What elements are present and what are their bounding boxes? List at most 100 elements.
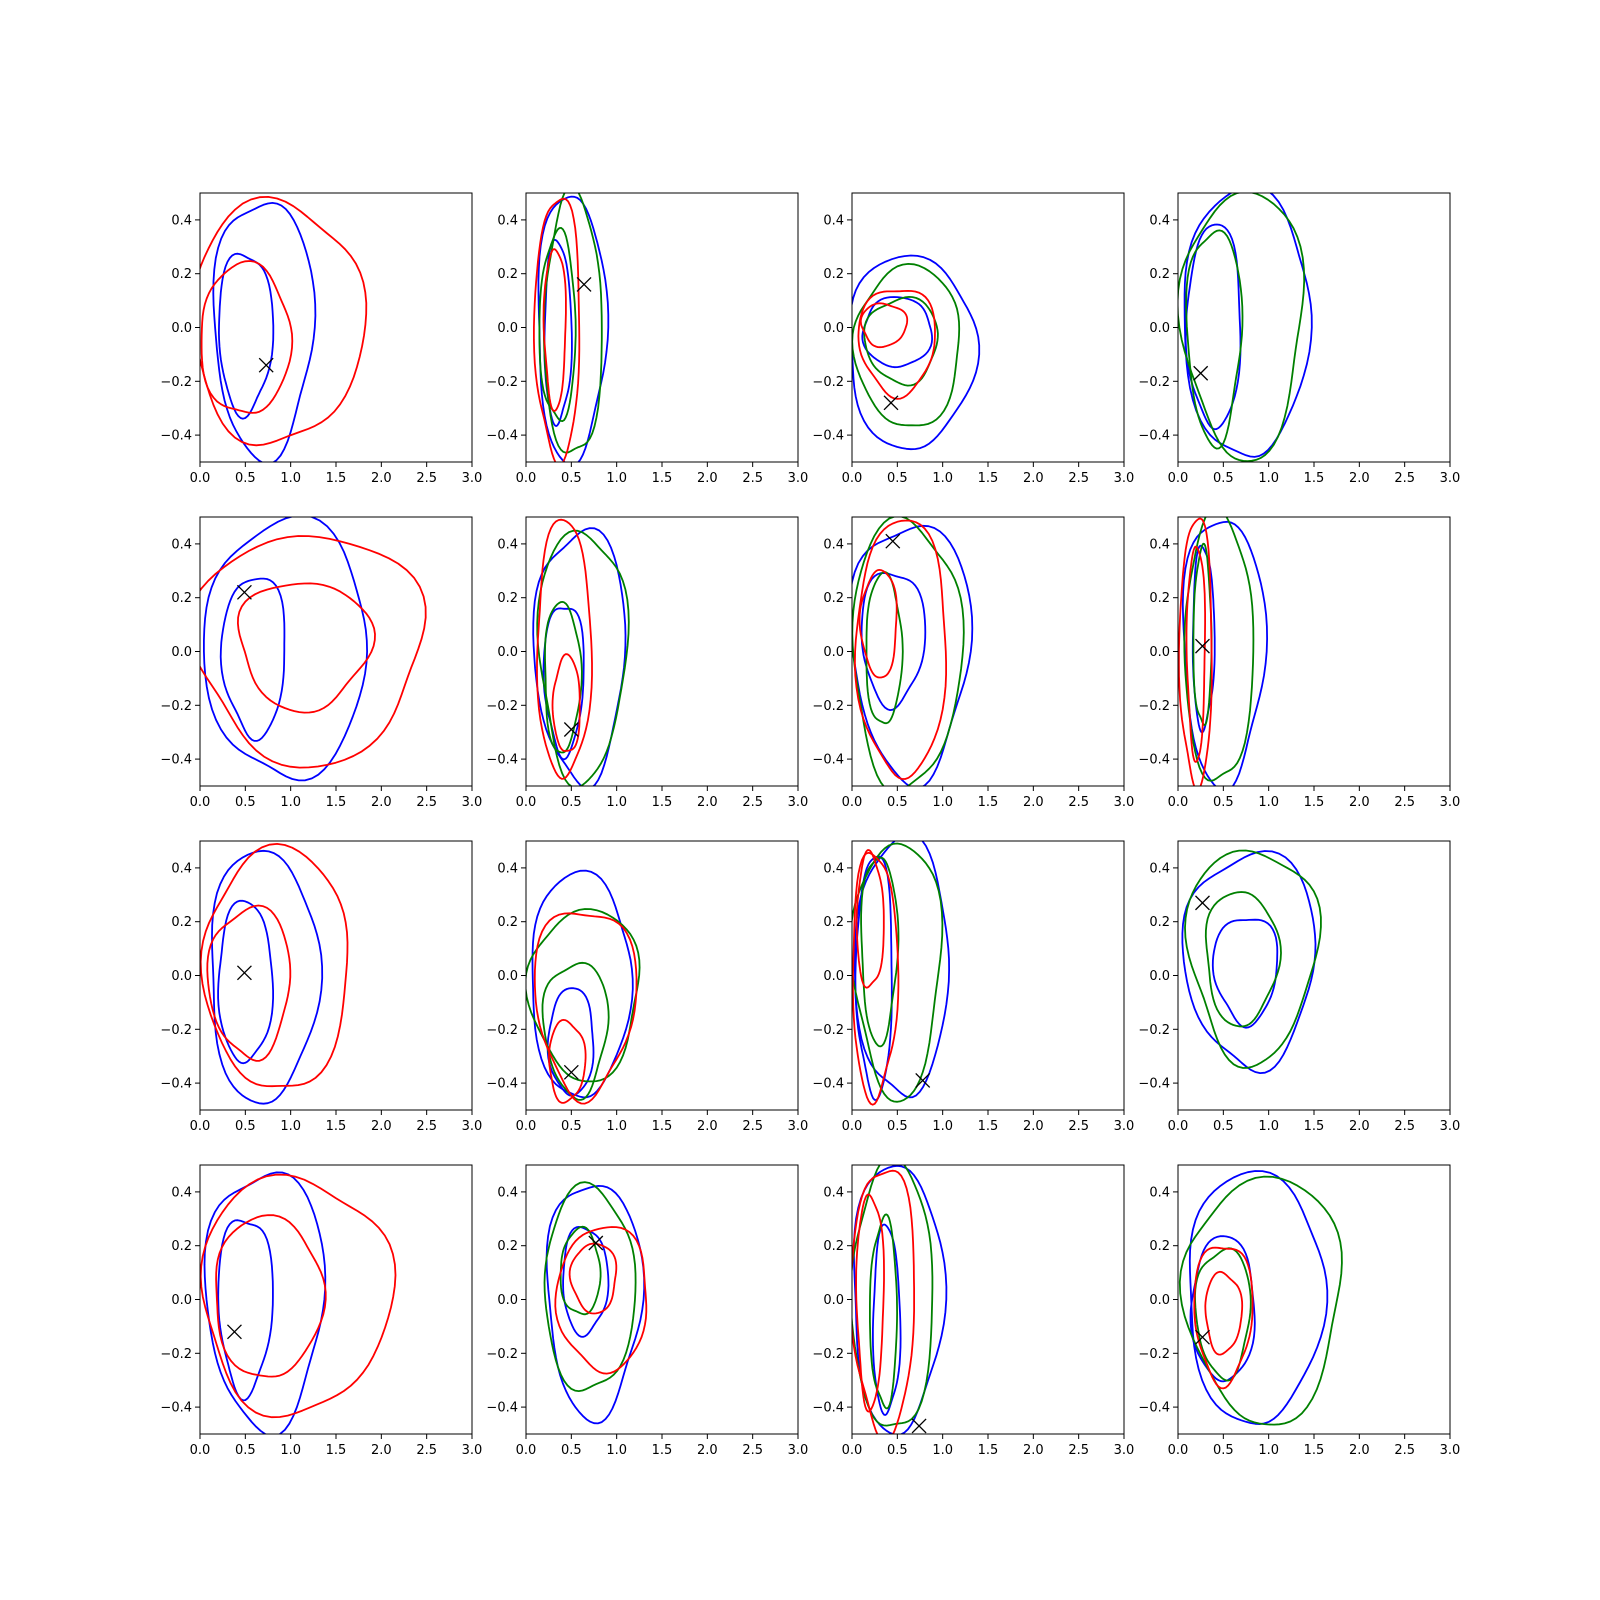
x-tick-label: 0.0 bbox=[1168, 1443, 1189, 1458]
x-tick-label: 2.0 bbox=[371, 1119, 392, 1134]
x-tick-label: 1.5 bbox=[1304, 795, 1325, 810]
y-tick-label: 0.4 bbox=[823, 213, 844, 228]
contour-green bbox=[1183, 517, 1255, 782]
x-tick-label: 1.5 bbox=[978, 471, 999, 486]
x-tick-label: 1.0 bbox=[280, 1443, 301, 1458]
x-tick-label: 2.0 bbox=[371, 471, 392, 486]
x-marker bbox=[1195, 895, 1210, 911]
x-tick-label: 2.0 bbox=[1349, 1119, 1370, 1134]
x-tick-label: 3.0 bbox=[462, 1119, 483, 1134]
x-tick-label: 3.0 bbox=[462, 471, 483, 486]
contour-red bbox=[852, 851, 900, 1106]
x-tick-label: 0.5 bbox=[1213, 1443, 1234, 1458]
y-tick-label: −0.4 bbox=[160, 429, 192, 444]
y-tick-label: 0.4 bbox=[171, 861, 192, 876]
contour-blue bbox=[1181, 850, 1317, 1074]
y-tick-label: −0.4 bbox=[812, 429, 844, 444]
contour-green bbox=[860, 856, 900, 1048]
contour-red bbox=[858, 569, 898, 679]
panel-1-2: 0.0 0.5 1.0 1.5 2.0 2.5 3.0 −0.4 −0.2 0.0 0.2 0.4 bbox=[486, 192, 808, 486]
y-tick-label: −0.4 bbox=[486, 1077, 518, 1092]
x-tick-label: 1.0 bbox=[606, 1443, 627, 1458]
x-tick-label: 0.5 bbox=[887, 471, 908, 486]
x-tick-label: 2.0 bbox=[697, 471, 718, 486]
contour-blue bbox=[217, 899, 274, 1065]
x-tick-label: 3.0 bbox=[1440, 1443, 1461, 1458]
x-marker bbox=[885, 533, 901, 549]
x-tick-label: 3.0 bbox=[1114, 1119, 1135, 1134]
x-tick-label: 2.5 bbox=[1068, 471, 1089, 486]
y-tick-label: −0.2 bbox=[1138, 1347, 1170, 1362]
x-tick-label: 1.0 bbox=[1258, 1119, 1279, 1134]
contour-red bbox=[855, 849, 885, 989]
y-tick-label: 0.0 bbox=[171, 1293, 192, 1308]
contour-green bbox=[1178, 1175, 1343, 1426]
y-tick-label: 0.2 bbox=[171, 267, 192, 282]
contour-group bbox=[852, 254, 981, 451]
contour-group bbox=[852, 841, 950, 1106]
axes-frame bbox=[1177, 516, 1451, 787]
x-tick-label: 1.0 bbox=[606, 795, 627, 810]
y-tick-label: 0.2 bbox=[1149, 267, 1170, 282]
x-tick-label: 3.0 bbox=[1440, 471, 1461, 486]
y-tick-label: 0.4 bbox=[171, 537, 192, 552]
x-marker bbox=[1195, 1329, 1210, 1345]
x-tick-label: 1.5 bbox=[978, 795, 999, 810]
x-tick-label: 0.0 bbox=[516, 1443, 537, 1458]
x-tick-label: 2.0 bbox=[1349, 795, 1370, 810]
axes-frame bbox=[199, 840, 473, 1111]
contour-green bbox=[526, 908, 641, 1083]
contour-red bbox=[1193, 1246, 1254, 1390]
contour-blue bbox=[532, 527, 627, 786]
y-tick-label: 0.2 bbox=[171, 1239, 192, 1254]
contour-group bbox=[1181, 849, 1322, 1074]
x-tick-label: 1.5 bbox=[326, 795, 347, 810]
x-tick-label: 3.0 bbox=[1440, 1119, 1461, 1134]
y-tick-label: 0.2 bbox=[1149, 1239, 1170, 1254]
panel-1-1: 0.0 0.5 1.0 1.5 2.0 2.5 3.0 −0.4 −0.2 0.0 0.2 0.4 bbox=[160, 192, 483, 486]
y-tick-label: 0.4 bbox=[1149, 1185, 1170, 1200]
contour-red bbox=[857, 290, 936, 400]
y-tick-label: 0.4 bbox=[823, 861, 844, 876]
y-tick-label: 0.2 bbox=[497, 915, 518, 930]
x-tick-label: 1.5 bbox=[652, 1119, 673, 1134]
x-tick-label: 3.0 bbox=[788, 795, 809, 810]
panel-2-2: 0.0 0.5 1.0 1.5 2.0 2.5 3.0 −0.4 −0.2 0.0 0.2 0.4 bbox=[486, 516, 809, 810]
y-tick-label: −0.2 bbox=[160, 375, 192, 390]
contour-blue bbox=[218, 252, 275, 420]
contour-group bbox=[533, 193, 610, 462]
contour-green bbox=[852, 1165, 934, 1427]
x-tick-label: 0.0 bbox=[516, 795, 537, 810]
x-tick-label: 2.0 bbox=[1023, 471, 1044, 486]
y-tick-label: 0.2 bbox=[1149, 915, 1170, 930]
axes-frame bbox=[525, 840, 799, 1111]
y-tick-label: −0.2 bbox=[1138, 699, 1170, 714]
contour-red bbox=[536, 518, 593, 780]
y-tick-label: −0.4 bbox=[1138, 1077, 1170, 1092]
y-tick-label: −0.2 bbox=[812, 1347, 844, 1362]
contour-red bbox=[548, 1019, 587, 1104]
contour-blue bbox=[562, 1226, 610, 1338]
y-tick-label: 0.0 bbox=[823, 321, 844, 336]
x-tick-label: 0.5 bbox=[235, 1119, 256, 1134]
y-tick-label: −0.2 bbox=[160, 1023, 192, 1038]
x-tick-label: 0.0 bbox=[842, 795, 863, 810]
x-tick-label: 2.5 bbox=[742, 471, 763, 486]
y-tick-label: 0.0 bbox=[497, 645, 518, 660]
contour-red bbox=[200, 196, 368, 447]
y-tick-label: 0.4 bbox=[497, 861, 518, 876]
contour-green bbox=[559, 1225, 602, 1316]
x-tick-label: 3.0 bbox=[1440, 795, 1461, 810]
panel-2-1: 0.0 0.5 1.0 1.5 2.0 2.5 3.0 −0.4 −0.2 0.0 0.2 0.4 bbox=[160, 516, 482, 810]
x-tick-label: 2.5 bbox=[1394, 471, 1415, 486]
panel-3-4: 0.0 0.5 1.0 1.5 2.0 2.5 3.0 −0.4 −0.2 0.0 0.2 0.4 bbox=[1138, 840, 1461, 1134]
x-tick-label: 1.0 bbox=[606, 471, 627, 486]
contour-red bbox=[200, 535, 427, 769]
x-tick-label: 0.5 bbox=[561, 795, 582, 810]
y-tick-label: 0.4 bbox=[1149, 537, 1170, 552]
x-marker bbox=[576, 277, 592, 292]
x-tick-label: 1.0 bbox=[1258, 1443, 1279, 1458]
x-tick-label: 0.0 bbox=[190, 471, 211, 486]
contour-group bbox=[543, 1181, 648, 1425]
x-tick-label: 1.5 bbox=[978, 1119, 999, 1134]
